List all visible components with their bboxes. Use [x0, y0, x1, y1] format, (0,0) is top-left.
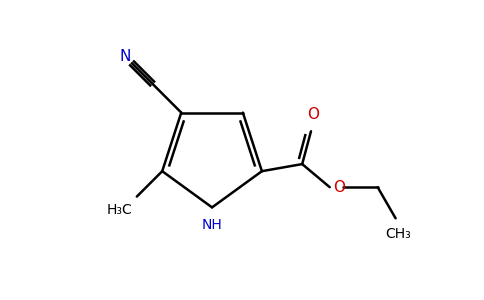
Text: H₃C: H₃C: [107, 202, 133, 217]
Text: O: O: [307, 107, 319, 122]
Text: O: O: [333, 180, 345, 195]
Text: CH₃: CH₃: [385, 227, 411, 241]
Text: N: N: [119, 49, 131, 64]
Text: NH: NH: [202, 218, 223, 233]
